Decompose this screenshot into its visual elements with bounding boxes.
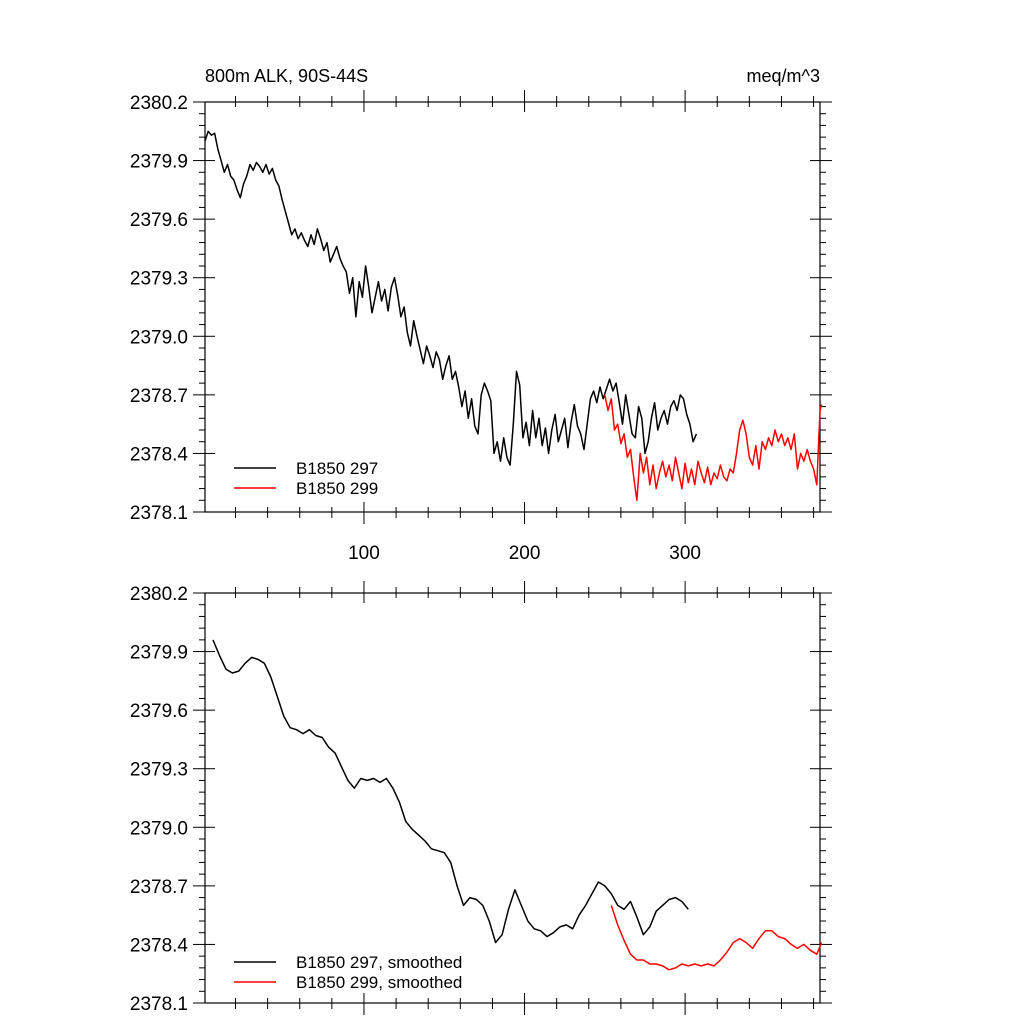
y-tick-label: 2379.6 bbox=[130, 210, 188, 231]
series-line-1 bbox=[204, 130, 698, 466]
y-tick-label: 2380.2 bbox=[130, 93, 188, 114]
ticks-top: 2380.2 2379.9 2379.6 2379.3 2379.0 2378.7 2378… bbox=[130, 90, 832, 564]
series-line-1 bbox=[212, 639, 689, 944]
ticks-bottom: 2380.2 2379.9 2379.6 2379.3 2379.0 2378.7 2378… bbox=[130, 581, 832, 1015]
series-group-top bbox=[204, 130, 823, 502]
legend-label-2: B1850 299 bbox=[296, 479, 378, 498]
y-tick-label: 2378.1 bbox=[130, 994, 188, 1015]
y-tick-label: 2378.4 bbox=[130, 935, 189, 956]
title-left: 800m ALK, 90S-44S bbox=[205, 66, 368, 86]
y-tick-label: 2380.2 bbox=[130, 584, 188, 605]
y-tick-label: 2378.7 bbox=[130, 386, 188, 407]
y-tick-label: 2379.3 bbox=[130, 760, 188, 781]
series-line-2 bbox=[610, 905, 823, 971]
y-tick-label: 2379.9 bbox=[130, 643, 188, 664]
series-group-bottom bbox=[212, 639, 823, 971]
series-line-2 bbox=[604, 394, 823, 502]
plot-frame-top bbox=[204, 101, 821, 513]
y-tick-label: 2378.1 bbox=[130, 503, 188, 524]
x-tick-label: 200 bbox=[509, 543, 541, 564]
legend-label-2: B1850 299, smoothed bbox=[296, 973, 462, 992]
plot-frame-bottom bbox=[204, 592, 821, 1004]
panel-top: 800m ALK, 90S-44S meq/m^3 2380.22379.923… bbox=[130, 66, 832, 564]
title-right: meq/m^3 bbox=[747, 66, 820, 86]
y-tick-label: 2379.6 bbox=[130, 701, 188, 722]
x-tick-label: 300 bbox=[669, 543, 701, 564]
y-tick-label: 2379.9 bbox=[130, 152, 188, 173]
panel-bottom: 2380.2 2379.9 2379.6 2379.3 2379.0 2378.7 2378… bbox=[130, 581, 832, 1015]
y-tick-label: 2379.0 bbox=[130, 327, 188, 348]
y-tick-label: 2379.3 bbox=[130, 269, 188, 290]
y-tick-label: 2378.7 bbox=[130, 877, 188, 898]
y-tick-label: 2379.0 bbox=[130, 818, 188, 839]
y-tick-label: 2378.4 bbox=[130, 444, 189, 465]
legend-label-1: B1850 297 bbox=[296, 459, 378, 478]
legend-label-1: B1850 297, smoothed bbox=[296, 953, 462, 972]
x-tick-label: 100 bbox=[348, 543, 380, 564]
